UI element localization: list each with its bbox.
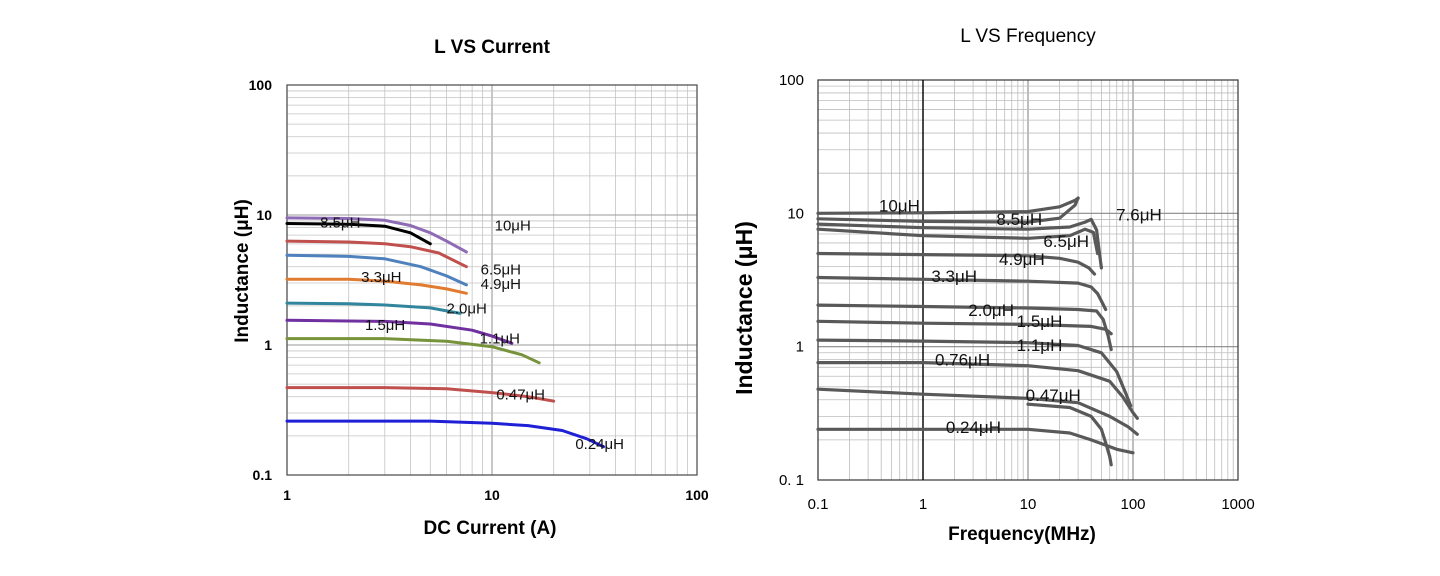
- series-label: 8.5μH: [996, 210, 1042, 229]
- series-label: 10μH: [879, 197, 920, 216]
- series-label: 4.9μH: [999, 250, 1045, 269]
- y-tick-label: 1: [264, 337, 272, 353]
- series-label: 8.5μH: [320, 215, 360, 232]
- series-line: [816, 251, 1097, 276]
- series-line: [285, 337, 541, 365]
- x-tick-label: 10: [1020, 496, 1037, 513]
- series-label: 1.5μH: [365, 317, 405, 334]
- series-label: 1.1μH: [480, 330, 520, 347]
- series-label: 3.3μH: [361, 269, 401, 286]
- series-label: 7.6μH: [1116, 206, 1162, 225]
- y-tick-label: 100: [249, 77, 273, 93]
- series-line: [816, 275, 1108, 312]
- x-tick-label: 0.1: [808, 496, 829, 513]
- series-label: 0.76μH: [935, 351, 990, 370]
- series-line: [816, 227, 1100, 256]
- series-label: 4.9μH: [481, 276, 521, 293]
- y-axis-label-frequency: Inductance (μH): [731, 221, 757, 395]
- x-tick-label: 1000: [1221, 496, 1254, 513]
- plot-frame: [817, 79, 1239, 481]
- y-axis-label-current: Inductance (μH): [232, 199, 253, 343]
- series-line: [285, 386, 556, 403]
- y-tick-label: 100: [779, 72, 804, 89]
- y-tick-label: 10: [787, 205, 804, 222]
- series-label: 2.0μH: [447, 300, 487, 317]
- y-tick-label: 1: [796, 339, 804, 356]
- chart-title-frequency: L VS Frequency: [960, 26, 1096, 47]
- y-tick-label: 0. 1: [779, 472, 804, 489]
- series-label: 0.47μH: [496, 387, 545, 404]
- x-axis-label-current: DC Current (A): [424, 518, 557, 539]
- y-tick-label: 10: [256, 207, 272, 223]
- series-line: [816, 427, 1135, 455]
- series-line: [285, 216, 468, 254]
- series-label: 2.0μH: [968, 301, 1014, 320]
- series-line: [285, 222, 432, 246]
- series-label: 6.5μH: [1043, 232, 1089, 251]
- series-line: [285, 318, 514, 345]
- series-label: 0.47μH: [1026, 386, 1081, 405]
- series-line: [285, 277, 468, 295]
- series-line: [285, 253, 468, 287]
- series-line: [285, 301, 462, 315]
- series-line: [816, 361, 1139, 420]
- series-line: [816, 387, 1139, 436]
- series-line: [285, 419, 605, 449]
- series-label: 6.5μH: [481, 261, 521, 278]
- series-line: [816, 319, 1113, 336]
- x-tick-label: 100: [685, 487, 709, 503]
- x-tick-label: 100: [1120, 496, 1145, 513]
- series-line: [816, 217, 1103, 270]
- y-tick-label: 0.1: [253, 467, 273, 483]
- x-axis-label-frequency: Frequency(MHz): [948, 524, 1096, 545]
- series-label: 3.3μH: [931, 267, 977, 286]
- series-label: 0.24μH: [575, 436, 624, 453]
- series-label: 1.1μH: [1017, 336, 1063, 355]
- series-label: 1.5μH: [1017, 312, 1063, 331]
- series-line: [1026, 402, 1113, 467]
- series-line: [816, 196, 1080, 224]
- series-label: 0.24μH: [946, 418, 1001, 437]
- x-tick-label: 1: [919, 496, 927, 513]
- series-line: [816, 196, 1080, 215]
- series-line: [816, 338, 1133, 408]
- series-line: [816, 303, 1113, 352]
- x-tick-label: 1: [283, 487, 291, 503]
- chart-title-current: L VS Current: [434, 37, 550, 58]
- series-line: [285, 239, 468, 269]
- series-label: 10μH: [495, 217, 531, 234]
- x-tick-label: 10: [484, 487, 500, 503]
